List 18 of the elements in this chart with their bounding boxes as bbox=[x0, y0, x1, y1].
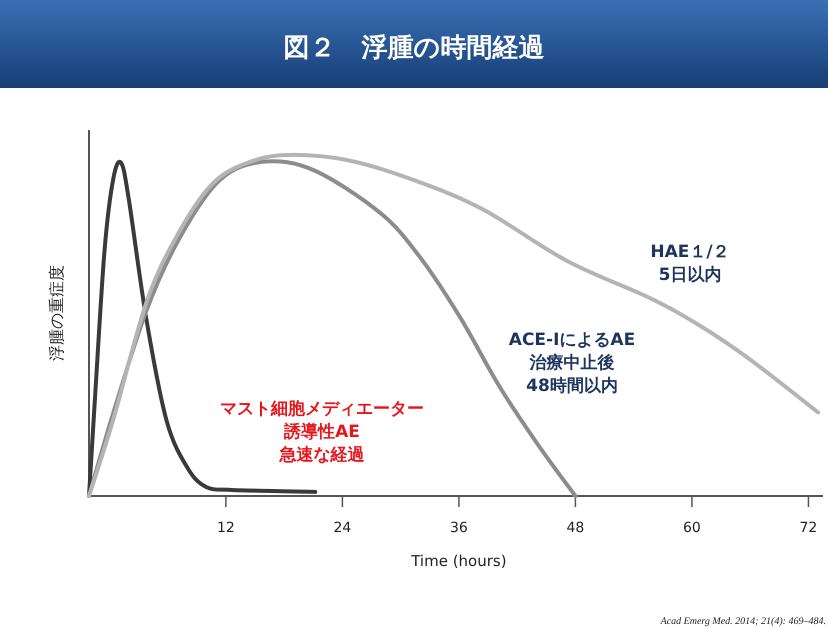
annotation: マスト細胞メディエーター bbox=[220, 399, 424, 419]
annotation: 急速な経過 bbox=[278, 445, 364, 465]
x-tick-label: 36 bbox=[450, 520, 468, 536]
annotation: 5日以内 bbox=[658, 265, 722, 285]
annotation: HAE１/２ bbox=[650, 242, 730, 262]
x-axis-title: Time (hours) bbox=[410, 552, 507, 570]
annotation: 誘導性AE bbox=[283, 422, 360, 442]
annotation: 48時間以内 bbox=[526, 376, 618, 396]
x-tick-label: 60 bbox=[683, 520, 701, 536]
x-tick-label: 48 bbox=[566, 520, 584, 536]
annotation: ACE-IによるAE bbox=[508, 330, 636, 350]
x-tick-label: 24 bbox=[333, 520, 352, 536]
x-tick-label: 72 bbox=[800, 520, 818, 536]
y-axis-title: 浮腫の重症度 bbox=[47, 265, 66, 361]
chart-title: 図２ 浮腫の時間経過 bbox=[284, 33, 544, 63]
x-tick-label: 12 bbox=[216, 520, 235, 536]
annotation: 治療中止後 bbox=[528, 353, 614, 373]
text: Acad Emerg Med. 2014; 21(4): 469–484. bbox=[660, 616, 826, 627]
